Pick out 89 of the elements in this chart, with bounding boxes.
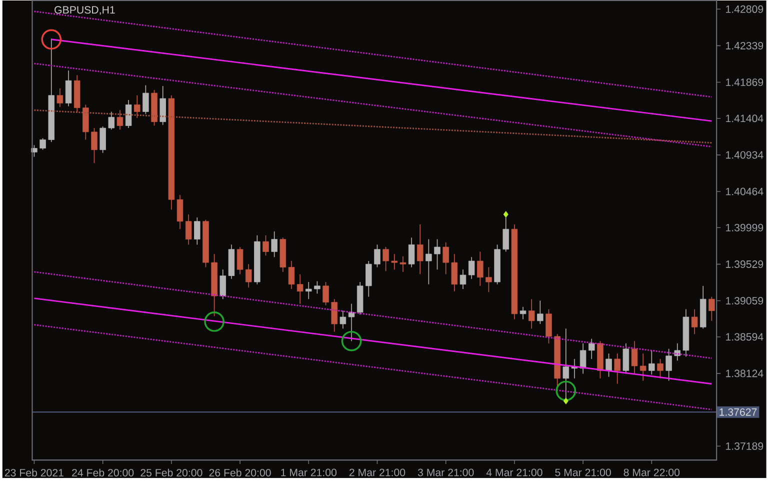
point: [204, 312, 224, 332]
candlestick: [666, 348, 672, 382]
candlestick: [288, 260, 295, 290]
x-tick-label: 2 Mar 21:00: [349, 468, 406, 476]
candlestick: [434, 238, 440, 270]
x-tick-label: 23 Feb 2021: [4, 468, 64, 477]
candlestick: [220, 269, 226, 300]
candlestick: [40, 138, 46, 150]
point: [503, 211, 508, 218]
y-tick-label: 1.40464: [726, 188, 764, 196]
candlestick: [486, 266, 492, 293]
candlestick: [631, 340, 638, 374]
x-tick-label: 26 Feb 20:00: [209, 468, 271, 477]
candlestick: [648, 350, 655, 375]
candlestick: [296, 274, 304, 304]
candlestick: [306, 282, 312, 300]
candlestick: [400, 256, 406, 272]
candlestick: [708, 296, 715, 322]
candlestick: [537, 300, 544, 324]
x-tick-label: 24 Feb 20:00: [72, 468, 134, 477]
x-tick-label: 5 Mar 21:00: [555, 468, 611, 476]
y-tick-label: 1.41869: [726, 78, 764, 86]
point: [341, 330, 362, 352]
x-tick-label: 1 Mar 21:00: [281, 468, 337, 476]
candlestick: [245, 264, 252, 288]
y-tick-label: 1.40934: [726, 151, 764, 159]
candlestick: [588, 338, 595, 360]
candlestick: [546, 308, 552, 344]
point: [41, 29, 62, 50]
candlestick: [460, 269, 466, 290]
candlestick: [271, 231, 278, 258]
candlestick: [331, 298, 338, 332]
candlestick: [468, 256, 475, 280]
ref-line-label: 1.37627: [720, 408, 757, 416]
candlestick: [674, 343, 680, 361]
candlestick: [391, 254, 398, 270]
point: [556, 380, 576, 402]
candlestick: [657, 358, 664, 379]
candlestick: [477, 251, 484, 286]
candlestick: [622, 343, 630, 374]
candlestick: [176, 194, 184, 230]
candlestick: [314, 280, 320, 294]
candlestick: [528, 298, 535, 330]
candlestick: [236, 246, 244, 275]
candlestick: [451, 254, 458, 292]
candlestick: [580, 343, 586, 374]
candlestick: [417, 224, 424, 275]
x-tick-label: 25 Feb 20:00: [140, 468, 202, 477]
candlestick: [91, 128, 98, 164]
candlestick: [142, 84, 149, 114]
candlestick: [116, 110, 124, 130]
y-tick-label: 1.39999: [726, 224, 764, 232]
candlestick: [194, 217, 200, 246]
candlestick: [408, 237, 415, 268]
candlestick: [340, 310, 346, 330]
point: [563, 398, 568, 404]
x-tick-label: 8 Mar 22:00: [624, 468, 680, 476]
candlestick: [108, 111, 115, 130]
y-tick-label: 1.39059: [726, 297, 764, 305]
y-tick-label: 1.41404: [726, 114, 764, 122]
x-tick-label: 3 Mar 21:00: [418, 468, 474, 476]
candlestick: [185, 214, 192, 246]
candlestick: [56, 88, 64, 108]
candlestick: [374, 244, 380, 268]
candlestick: [65, 70, 72, 107]
y-tick-label: 1.38124: [726, 370, 764, 378]
candlestick: [691, 308, 698, 335]
x-tick-label: 4 Mar 21:00: [486, 468, 542, 476]
y-tick-label: 1.39529: [726, 260, 764, 268]
chart-title: GBPUSD,H1: [54, 6, 115, 15]
candlestick: [100, 126, 106, 154]
candlestick: [614, 353, 620, 384]
y-tick-label: 1.42339: [726, 42, 764, 50]
candlestick: [322, 282, 329, 306]
y-tick-label: 1.37189: [726, 442, 764, 450]
candlestick: [606, 353, 612, 378]
candlestick: [640, 353, 646, 382]
candlestick: [442, 242, 449, 275]
candlestick: [382, 246, 389, 272]
y-tick-label: 1.42809: [726, 5, 764, 13]
candlestick: [426, 238, 432, 285]
y-tick-label: 1.38594: [726, 333, 764, 341]
candlestick: [520, 306, 526, 320]
candlestick: [366, 260, 372, 298]
candlestick: [160, 86, 166, 126]
candlestick: [348, 303, 355, 342]
candlestick: [125, 100, 132, 128]
candlestick: [134, 95, 140, 118]
candlestick: [262, 234, 269, 256]
